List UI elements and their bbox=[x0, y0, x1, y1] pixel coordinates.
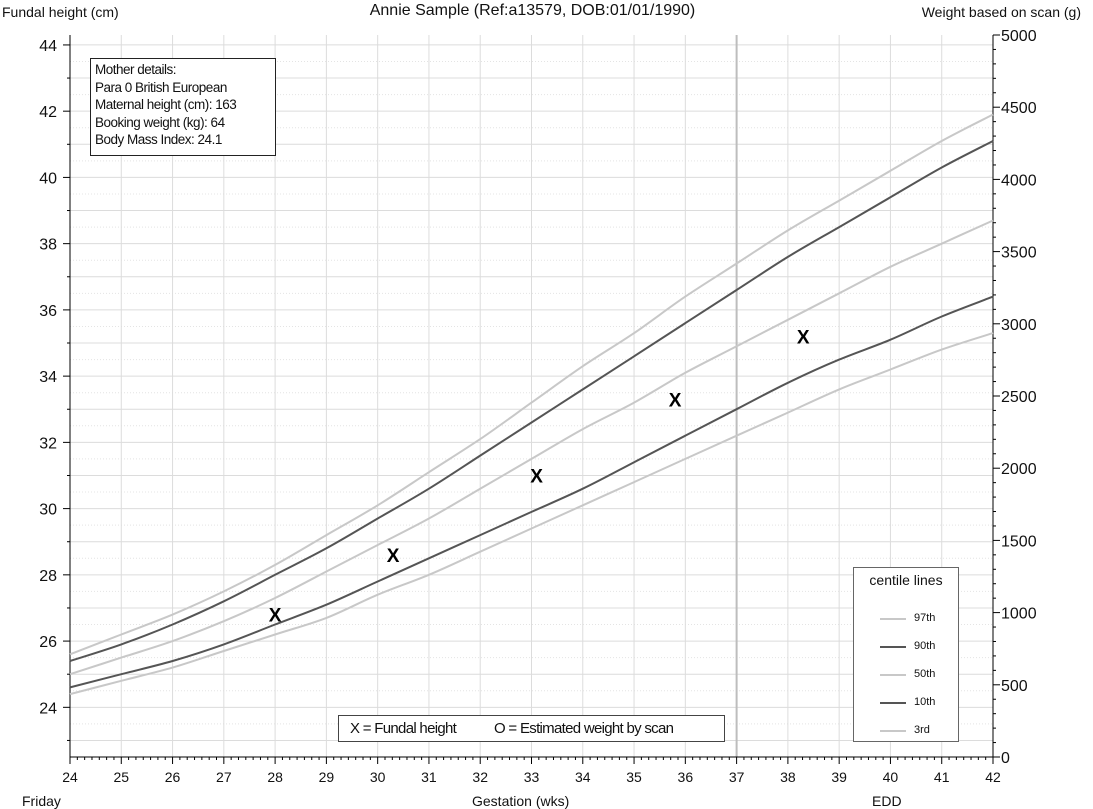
legend-swatch-50th bbox=[880, 674, 906, 676]
legend-swatch-90th bbox=[880, 646, 906, 648]
x-tick-label: 32 bbox=[472, 769, 488, 785]
y-left-tick-label: 36 bbox=[39, 303, 57, 320]
edd-label: EDD bbox=[872, 793, 902, 809]
legend-title: centile lines bbox=[869, 572, 943, 588]
right-axis-label: Weight based on scan (g) bbox=[921, 4, 1081, 20]
x-tick-label: 35 bbox=[626, 769, 642, 785]
x-tick-label: 39 bbox=[831, 769, 847, 785]
y-right-tick-label: 3500 bbox=[1001, 245, 1037, 262]
x-tick-label: 27 bbox=[216, 769, 232, 785]
legend-item-90th: 90th bbox=[880, 640, 950, 652]
x-tick-label: 42 bbox=[985, 769, 1001, 785]
legend-label-97th: 97th bbox=[914, 612, 936, 624]
legend-label-90th: 90th bbox=[914, 640, 936, 652]
y-left-tick-label: 34 bbox=[39, 369, 57, 386]
legend-label-10th: 10th bbox=[914, 696, 936, 708]
axes: 24 25 26 27 28 29 30 31 32 33 34 35 36 37 38 39 40 41 42 24… bbox=[39, 28, 1036, 785]
y-right-tick-label: 500 bbox=[1001, 678, 1028, 695]
legend-label-50th: 50th bbox=[914, 668, 936, 680]
y-right-tick-label: 1500 bbox=[1001, 533, 1037, 550]
x-tick-label: 38 bbox=[780, 769, 796, 785]
y-right-tick-label: 0 bbox=[1001, 750, 1010, 767]
marker-key-box: X = Fundal height O = Estimated weight b… bbox=[338, 715, 725, 742]
legend-swatch-97th bbox=[880, 618, 906, 620]
y-left-tick-label: 40 bbox=[39, 170, 57, 187]
centile-line-90th bbox=[69, 140, 994, 662]
fundal-height-points: X X X X X bbox=[269, 327, 810, 626]
legend-item-50th: 50th bbox=[880, 668, 950, 680]
x-tick-label: 24 bbox=[62, 769, 78, 785]
y-left-tick-label: 42 bbox=[39, 104, 57, 121]
legend-item-3rd: 3rd bbox=[880, 724, 950, 736]
y-left-tick-label: 30 bbox=[39, 502, 57, 519]
bottom-day-label: Friday bbox=[22, 793, 61, 809]
y-right-tick-label: 4000 bbox=[1001, 172, 1037, 189]
x-tick-label: 33 bbox=[524, 769, 540, 785]
centile-line-10th bbox=[69, 295, 994, 689]
x-tick-label: 26 bbox=[165, 769, 181, 785]
y-right-tick-label: 2500 bbox=[1001, 389, 1037, 406]
legend-swatch-10th bbox=[880, 702, 906, 704]
fundal-height-marker: X bbox=[669, 390, 682, 411]
mother-bmi: Body Mass Index: 24.1 bbox=[95, 132, 222, 148]
fundal-height-marker: X bbox=[797, 327, 810, 348]
centile-line-3rd bbox=[69, 332, 994, 696]
x-tick-label: 29 bbox=[319, 769, 335, 785]
y-left-tick-label: 32 bbox=[39, 435, 57, 452]
legend-item-10th: 10th bbox=[880, 696, 950, 708]
x-tick-label: 28 bbox=[267, 769, 283, 785]
legend-swatch-3rd bbox=[880, 730, 906, 732]
y-left-tick-label: 44 bbox=[39, 38, 57, 55]
left-axis-label: Fundal height (cm) bbox=[2, 4, 119, 20]
chart-title: Annie Sample (Ref:a13579, DOB:01/01/1990… bbox=[369, 2, 696, 19]
key-fundal-height: X = Fundal height bbox=[350, 720, 457, 737]
y-right-tick-label: 5000 bbox=[1001, 28, 1037, 45]
centile-line-97th bbox=[69, 113, 994, 656]
x-tick-label: 41 bbox=[934, 769, 950, 785]
y-left-tick-label: 38 bbox=[39, 237, 57, 254]
y-right-tick-label: 4500 bbox=[1001, 100, 1037, 117]
fundal-height-marker: X bbox=[530, 466, 543, 487]
legend-item-97th: 97th bbox=[880, 612, 950, 624]
fundal-height-marker: X bbox=[387, 546, 400, 567]
y-left-tick-label: 26 bbox=[39, 634, 57, 651]
y-left-tick-label: 28 bbox=[39, 568, 57, 585]
y-right-tick-label: 1000 bbox=[1001, 606, 1037, 623]
x-tick-label: 34 bbox=[575, 769, 591, 785]
centile-curves bbox=[69, 113, 994, 696]
x-tick-label: 25 bbox=[113, 769, 129, 785]
centile-legend: centile lines 97th 90th 50th 10th 3rd bbox=[853, 567, 959, 742]
y-right-tick-label: 2000 bbox=[1001, 461, 1037, 478]
mother-parity-ethnicity: Para 0 British European bbox=[95, 79, 227, 95]
fundal-height-marker: X bbox=[269, 606, 282, 627]
x-tick-label: 31 bbox=[421, 769, 437, 785]
mother-details-heading: Mother details: bbox=[95, 62, 177, 77]
legend-label-3rd: 3rd bbox=[914, 724, 930, 736]
centile-line-50th bbox=[69, 219, 994, 676]
x-tick-label: 36 bbox=[678, 769, 694, 785]
mother-details-box: Mother details: Para 0 British European … bbox=[90, 58, 276, 156]
x-tick-label: 37 bbox=[729, 769, 745, 785]
y-left-tick-label: 24 bbox=[39, 700, 57, 717]
mother-height: Maternal height (cm): 163 bbox=[95, 97, 237, 113]
x-axis-title: Gestation (wks) bbox=[472, 793, 570, 809]
x-tick-label: 40 bbox=[883, 769, 899, 785]
x-tick-label: 30 bbox=[370, 769, 386, 785]
mother-booking-weight: Booking weight (kg): 64 bbox=[95, 114, 225, 130]
key-estimated-weight: O = Estimated weight by scan bbox=[494, 720, 674, 737]
y-right-tick-label: 3000 bbox=[1001, 317, 1037, 334]
